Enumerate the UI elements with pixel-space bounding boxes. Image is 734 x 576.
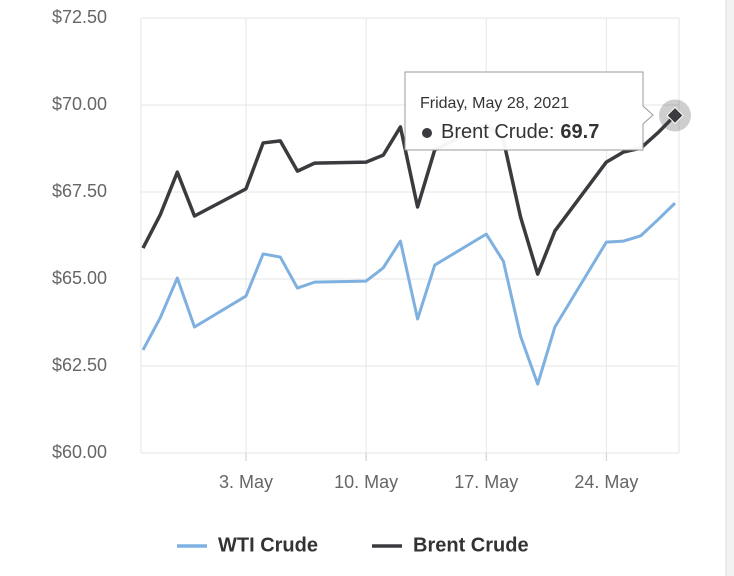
y-tick-label: $70.00 bbox=[52, 94, 107, 114]
y-tick-label: $65.00 bbox=[52, 268, 107, 288]
y-tick-label: $72.50 bbox=[52, 7, 107, 27]
legend: WTI Crude Brent Crude bbox=[177, 534, 529, 556]
x-tick-label: 17. May bbox=[454, 472, 518, 492]
tooltip-bullet bbox=[422, 128, 432, 138]
tooltip-series: Brent Crude: bbox=[441, 121, 554, 143]
tooltip-header: Friday, May 28, 2021 bbox=[420, 95, 569, 112]
tooltip-label: Brent Crude: 69.7 bbox=[441, 121, 599, 143]
lines bbox=[141, 114, 677, 386]
tooltip-value: 69.7 bbox=[560, 121, 599, 143]
y-tick-label: $62.50 bbox=[52, 355, 107, 375]
series-line bbox=[141, 114, 677, 276]
x-tick-label: 10. May bbox=[334, 472, 398, 492]
tooltip: Friday, May 28, 2021 Brent Crude: 69.7 bbox=[404, 71, 691, 151]
y-tick-label: $60.00 bbox=[52, 442, 107, 462]
tooltip-box bbox=[404, 71, 654, 151]
x-tick-label: 3. May bbox=[219, 472, 273, 492]
scrollbar-edge bbox=[726, 0, 734, 576]
legend-label[interactable]: WTI Crude bbox=[218, 534, 318, 556]
hover-marker bbox=[666, 106, 684, 125]
y-tick-label: $67.50 bbox=[52, 181, 107, 201]
series-line bbox=[141, 202, 677, 386]
legend-label[interactable]: Brent Crude bbox=[413, 534, 529, 556]
x-tick-label: 24. May bbox=[574, 472, 638, 492]
